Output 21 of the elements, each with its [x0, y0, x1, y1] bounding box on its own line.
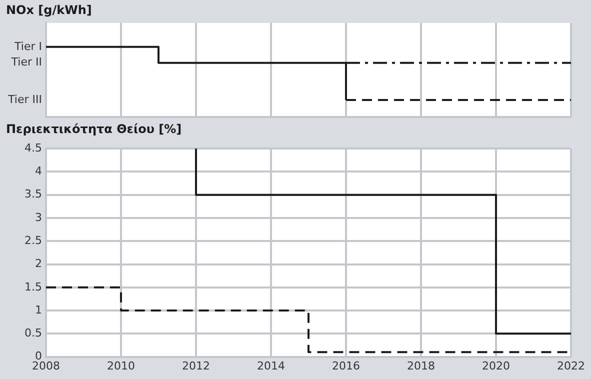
y-tick-label: 4.5 — [24, 141, 42, 154]
y-tick-label: 3 — [35, 210, 42, 224]
text: Tier I — [14, 40, 42, 53]
x-tick-label: 2016 — [332, 359, 360, 372]
x-tick-label: 2012 — [182, 359, 210, 372]
y-tick-label: 3.5 — [24, 188, 42, 201]
y-tick-label: 2.5 — [24, 234, 42, 247]
text: Tier III — [7, 92, 42, 106]
y-tick-label: 0.5 — [24, 326, 42, 340]
x-tick-label: 2018 — [407, 359, 435, 372]
x-tick-label: 2014 — [257, 359, 285, 372]
x-tick-label: 2020 — [482, 359, 510, 372]
text: Tier II — [10, 56, 42, 69]
y-tick-label: 4 — [35, 164, 42, 178]
chart-title: Περιεκτικότητα Θείου [%] — [5, 121, 183, 138]
chart-title: NOx [g/kWh] — [5, 2, 93, 19]
y-tick-label: 1.5 — [24, 280, 42, 294]
y-tick-label: 2 — [35, 257, 42, 270]
x-tick-label: 2022 — [557, 359, 585, 372]
y-tick-label: 1 — [35, 303, 42, 316]
x-tick-label: 2010 — [107, 359, 135, 372]
